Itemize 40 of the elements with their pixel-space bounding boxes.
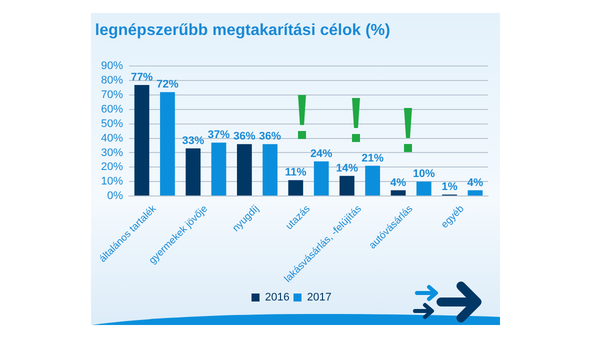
data-label: 33% [182,134,204,147]
bar [365,166,380,196]
data-label: 24% [310,148,333,160]
bar [340,176,354,196]
legend-label: 2017 [307,292,332,304]
bar [416,182,432,196]
data-label: 77% [130,71,154,84]
data-label: 36% [259,130,282,143]
bar [314,161,329,196]
bar [160,92,175,196]
bar [186,148,201,196]
data-label: 4% [467,176,484,189]
bar [211,142,226,196]
y-tick-label: 90% [100,60,124,72]
data-label: 72% [156,78,179,91]
data-label: 21% [362,152,384,164]
y-tick-label: 40% [100,132,124,144]
data-label: 36% [233,130,256,143]
data-label: 37% [208,129,230,142]
data-label: 11% [284,166,307,179]
chart-title: legnépszerűbb megtakarítási célok (%) [95,22,390,40]
y-tick-label: 30% [100,146,124,159]
data-label: 10% [412,168,436,180]
data-label: 4% [390,176,406,189]
y-tick-label: 50% [100,118,124,130]
bar [262,144,278,196]
y-tick-label: 60% [100,104,124,116]
y-tick-label: 10% [100,176,124,188]
data-label: 1% [442,181,458,194]
bar [468,190,483,196]
y-tick-label: 20% [100,161,124,174]
data-label: 14% [336,162,358,174]
legend-label: 2016 [265,292,290,304]
bar [236,144,252,196]
y-tick-label: 70% [100,89,124,102]
y-tick-label: 80% [100,74,124,87]
bar [390,190,406,196]
bar [288,180,304,196]
y-tick-label: 0% [107,190,124,202]
bar [134,84,150,196]
